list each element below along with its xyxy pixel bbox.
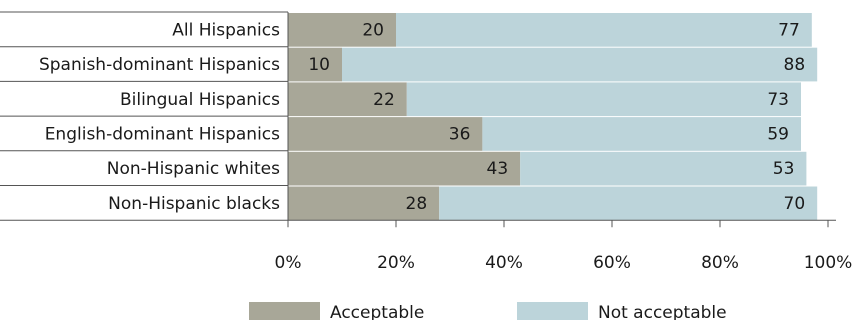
bar-segment-acceptable: [288, 47, 342, 82]
value-label: 73: [767, 90, 789, 110]
value-label: 59: [767, 124, 789, 144]
value-label: 43: [487, 159, 509, 179]
x-tick-label: 80%: [701, 253, 739, 273]
bar-segment-not-acceptable: [482, 117, 801, 151]
legend-label: Acceptable: [330, 303, 424, 320]
value-label: 53: [773, 159, 795, 179]
bar-segment-acceptable: [288, 117, 483, 151]
bar-segment-not-acceptable: [406, 82, 801, 117]
value-label: 77: [778, 20, 800, 40]
bar-segment-not-acceptable: [342, 47, 818, 82]
bar-segment-acceptable: [288, 151, 521, 186]
bar-segment-not-acceptable: [520, 151, 807, 186]
category-label: Non-Hispanic blacks: [108, 194, 280, 214]
category-label: Non-Hispanic whites: [107, 159, 280, 179]
value-label: 70: [784, 194, 806, 214]
bar-segment-acceptable: [288, 82, 407, 117]
value-label: 22: [373, 90, 395, 110]
value-label: 10: [308, 55, 330, 75]
category-label: English-dominant Hispanics: [45, 124, 280, 144]
legend-swatch-acceptable: [249, 302, 320, 320]
x-tick-label: 0%: [275, 253, 302, 273]
x-tick-label: 20%: [377, 253, 415, 273]
legend-swatch-not-acceptable: [517, 302, 588, 320]
chart-rows: All Hispanics 20 77 Spanish-dominant Hispan…: [0, 11, 818, 221]
bar-segment-not-acceptable: [439, 186, 818, 221]
x-tick-label: 100%: [804, 253, 853, 273]
value-label: 28: [406, 194, 428, 214]
legend-label: Not acceptable: [598, 303, 727, 320]
x-tick-label: 60%: [593, 253, 631, 273]
bar-segment-not-acceptable: [396, 13, 812, 47]
value-label: 88: [784, 55, 806, 75]
x-axis: 0% 20% 40% 60% 80% 100%: [275, 12, 853, 273]
x-tick-label: 40%: [485, 253, 523, 273]
value-label: 20: [362, 20, 384, 40]
category-label: Spanish-dominant Hispanics: [39, 55, 280, 75]
bar-segment-acceptable: [288, 13, 396, 47]
category-label: Bilingual Hispanics: [120, 90, 280, 110]
category-label: All Hispanics: [172, 20, 280, 40]
value-label: 36: [449, 124, 471, 144]
bar-segment-acceptable: [288, 186, 440, 221]
legend: Acceptable Not acceptable: [249, 302, 727, 320]
